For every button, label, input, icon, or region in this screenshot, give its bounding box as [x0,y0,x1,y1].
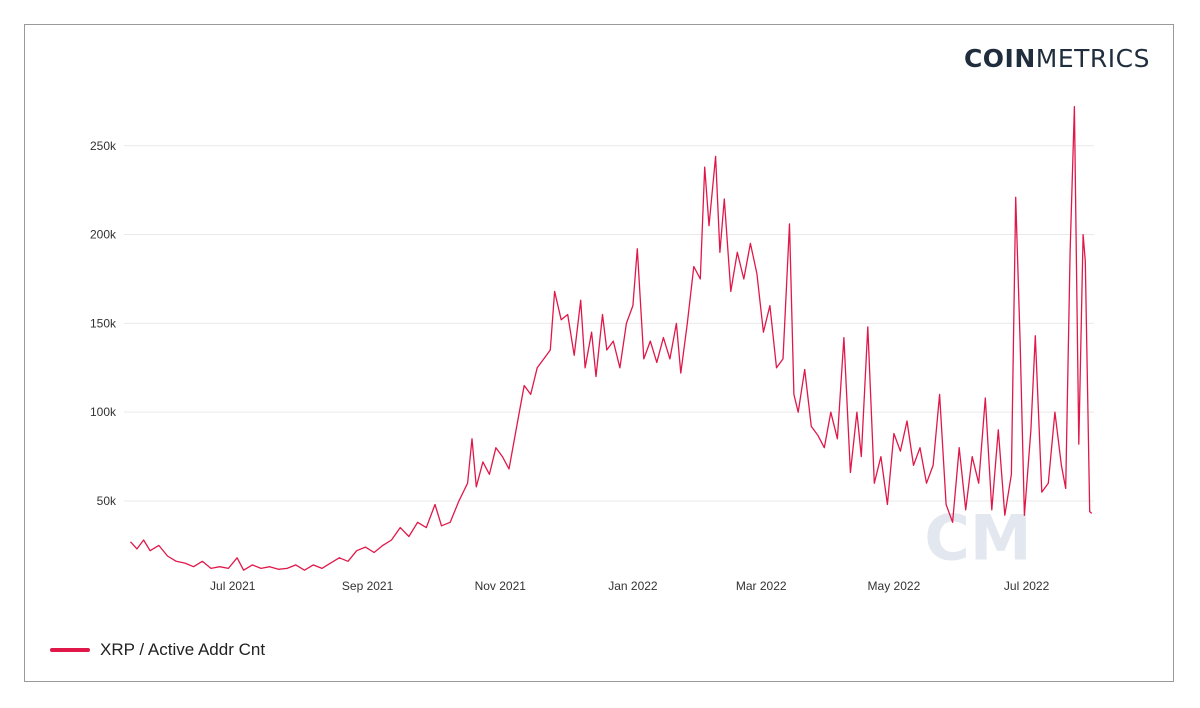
y-tick-label: 250k [90,139,117,153]
y-tick-label: 150k [90,316,117,330]
x-tick-label: Nov 2021 [475,579,527,593]
series-line-xrp-active-addr-cnt [130,106,1093,571]
y-axis-tick-labels: 50k 100k 150k 200k 250k [90,139,117,508]
legend[interactable]: XRP / Active Addr Cnt [50,640,265,660]
legend-label: XRP / Active Addr Cnt [100,640,266,659]
x-tick-label: Jul 2022 [1004,579,1050,593]
y-tick-label: 100k [90,405,117,419]
watermark-logo: CM [924,502,1031,575]
grid-lines [124,145,1094,502]
y-tick-label: 200k [90,228,117,242]
y-tick-label: 50k [97,494,117,508]
x-tick-label: Mar 2022 [736,579,787,593]
legend-swatch [50,648,90,652]
x-tick-label: May 2022 [868,579,921,593]
x-tick-label: Sep 2021 [342,579,394,593]
x-tick-label: Jul 2021 [210,579,256,593]
x-axis-tick-labels: Jul 2021 Sep 2021 Nov 2021 Jan 2022 Mar 2022… [210,579,1050,593]
coinmetrics-logo: COINMETRICS [963,44,1150,73]
x-tick-label: Jan 2022 [608,579,658,593]
